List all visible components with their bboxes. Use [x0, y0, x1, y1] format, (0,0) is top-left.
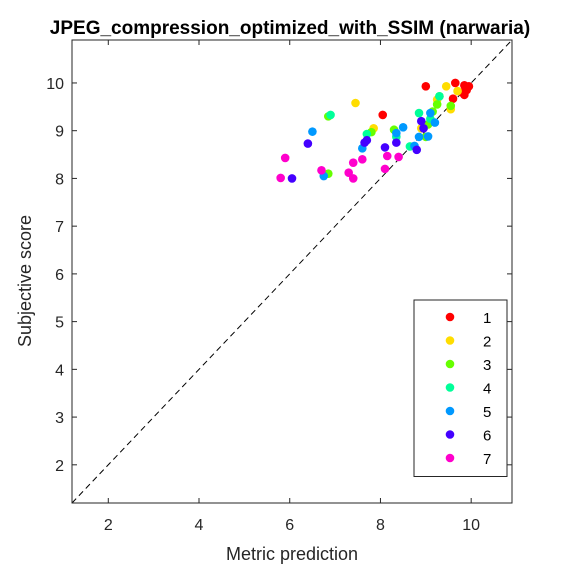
data-point-series-6	[362, 135, 372, 145]
y-tick-label: 5	[55, 315, 64, 332]
legend-label: 2	[483, 334, 491, 351]
data-point-series-1	[464, 82, 474, 91]
data-point-series-5	[430, 118, 440, 127]
x-tick-label: 8	[376, 517, 385, 534]
y-ticks: 2 3 4 5 6 7 8 9 10	[46, 76, 512, 475]
plot-area: 2 4 6 8 10 2 3 4 5 6 7 8 9 10	[46, 39, 513, 534]
data-point-series-6	[412, 145, 422, 155]
x-ticks: 2 4 6 8 10	[104, 40, 480, 534]
x-tick-label: 6	[285, 517, 294, 534]
data-point-series-4	[435, 92, 444, 101]
data-point-series-7	[394, 152, 403, 162]
legend-label: 6	[483, 428, 491, 445]
data-points	[276, 78, 474, 183]
legend-label: 3	[483, 357, 491, 374]
x-tick-label: 10	[462, 517, 480, 534]
data-point-series-1	[448, 94, 458, 104]
chart-title: JPEG_compression_optimized_with_SSIM (na…	[50, 18, 530, 39]
legend-marker	[445, 336, 455, 345]
data-point-series-7	[358, 155, 367, 164]
data-point-series-6	[380, 143, 390, 152]
data-point-series-7	[276, 173, 285, 183]
data-point-series-1	[378, 110, 388, 120]
data-point-series-6	[392, 138, 401, 147]
data-point-series-3	[432, 100, 442, 109]
legend-label: 7	[483, 451, 491, 468]
data-point-series-6	[419, 124, 428, 133]
y-tick-label: 7	[55, 219, 64, 236]
data-point-series-7	[382, 151, 392, 161]
data-point-series-5	[308, 127, 317, 136]
legend-label: 4	[483, 381, 491, 398]
axes-box	[71, 39, 513, 504]
x-tick-label: 2	[104, 517, 113, 534]
legend-marker	[445, 430, 455, 439]
x-axis-label: Metric prediction	[226, 544, 358, 564]
legend-label: 5	[483, 404, 491, 421]
data-point-series-4	[414, 108, 424, 118]
y-tick-label: 8	[55, 171, 64, 188]
data-point-series-5	[398, 123, 408, 132]
data-point-series-7	[280, 153, 290, 163]
reference-line	[71, 39, 513, 504]
y-tick-label: 4	[55, 362, 64, 379]
data-point-series-1	[450, 78, 460, 88]
data-point-series-7	[317, 166, 326, 175]
data-point-series-6	[303, 139, 313, 148]
y-tick-label: 9	[55, 124, 64, 141]
data-point-series-3	[446, 101, 456, 111]
legend-marker	[445, 359, 455, 369]
data-point-series-4	[326, 110, 335, 120]
y-tick-label: 6	[55, 267, 64, 284]
legend-marker	[445, 383, 455, 392]
legend-marker	[445, 453, 455, 463]
data-point-series-7	[344, 168, 354, 177]
legend-label: 1	[483, 310, 491, 327]
data-point-series-6	[416, 116, 426, 126]
data-point-series-5	[414, 132, 424, 142]
data-point-series-1	[460, 90, 469, 100]
data-point-series-7	[380, 164, 390, 174]
legend-marker	[445, 312, 455, 322]
x-tick-label: 4	[195, 517, 204, 534]
legend-marker	[445, 406, 455, 416]
y-axis-label: Subjective score	[15, 215, 35, 347]
data-point-series-1	[421, 82, 431, 91]
y-tick-label: 2	[55, 458, 64, 475]
legend: 1 2 3 4 5 6 7	[413, 299, 508, 477]
data-point-series-2	[351, 98, 360, 108]
data-point-series-5	[392, 128, 401, 138]
data-point-series-2	[441, 82, 451, 91]
data-point-series-2	[453, 86, 462, 96]
data-point-series-5	[426, 108, 435, 118]
data-point-series-6	[287, 174, 297, 183]
data-point-series-7	[348, 158, 358, 167]
legend-box	[413, 299, 508, 477]
identity-line	[71, 39, 513, 504]
data-point-series-4	[362, 129, 372, 139]
y-tick-label: 3	[55, 410, 64, 427]
y-tick-label: 10	[46, 76, 64, 93]
data-point-series-5	[423, 132, 433, 141]
data-point-series-7	[348, 174, 358, 183]
